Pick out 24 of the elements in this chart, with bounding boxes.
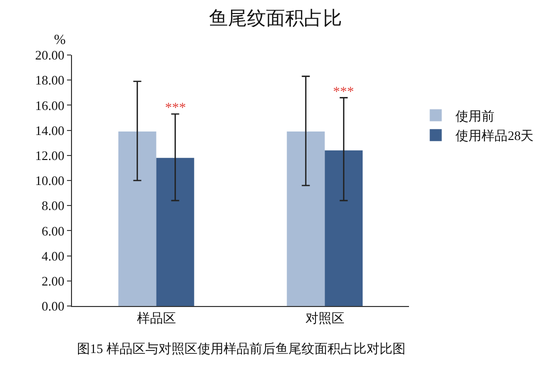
y-tick-label: 14.00 <box>35 122 64 138</box>
y-tick-label: 18.00 <box>35 72 64 88</box>
y-tick-label: 4.00 <box>42 248 64 264</box>
legend-label: 使用前 <box>456 108 495 124</box>
y-axis-title: % <box>54 33 66 48</box>
y-tick-label: 2.00 <box>42 273 64 288</box>
y-tick-label: 10.00 <box>35 173 64 188</box>
bar <box>118 132 156 306</box>
x-tick-label: 样品区 <box>136 310 176 326</box>
chart-title: 鱼尾纹面积占比 <box>209 8 342 30</box>
y-tick-label: 20.00 <box>35 48 64 63</box>
annotation: *** <box>333 85 354 100</box>
caption: 图15 样品区与对照区使用样品前后鱼尾纹面积占比对比图 <box>77 341 406 356</box>
y-tick-label: 12.00 <box>35 148 64 163</box>
bar <box>286 132 325 306</box>
bar <box>324 150 363 306</box>
y-tick-label: 6.00 <box>42 223 64 238</box>
bar <box>156 158 194 306</box>
legend-label: 使用样品28天 <box>456 128 534 144</box>
annotation: *** <box>165 101 186 116</box>
y-tick-label: 16.00 <box>35 98 64 113</box>
x-tick-label: 对照区 <box>305 310 344 326</box>
y-tick-label: 8.00 <box>42 198 64 214</box>
y-tick-label: 0.00 <box>42 298 64 314</box>
